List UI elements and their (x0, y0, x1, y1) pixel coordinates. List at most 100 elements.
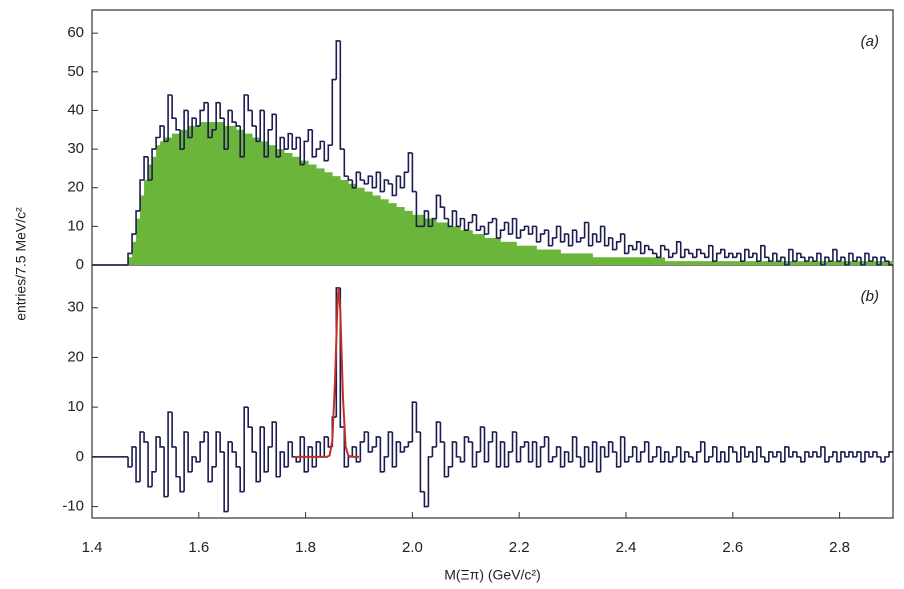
histogram-step (379, 436, 385, 473)
histogram-bar (128, 257, 133, 265)
histogram-step (619, 436, 625, 467)
histogram-bar (564, 253, 569, 265)
histogram-bar (280, 149, 285, 265)
histogram-step (399, 441, 405, 453)
histogram-step (447, 218, 453, 228)
histogram-bar (832, 261, 838, 265)
x-tick-label: 2.0 (402, 539, 423, 556)
histogram-step (551, 456, 557, 462)
histogram-step (587, 222, 593, 247)
histogram-step (355, 446, 361, 463)
x-tick-label: 2.2 (509, 539, 530, 556)
histogram-step (812, 451, 817, 457)
histogram-step (415, 402, 421, 433)
histogram-step (723, 249, 729, 259)
histogram-step (403, 171, 409, 188)
histogram-bar (292, 156, 297, 265)
histogram-step (335, 40, 341, 80)
histogram-step (199, 109, 205, 126)
histogram-step (515, 218, 521, 239)
histogram-bar (836, 261, 842, 265)
histogram-step (651, 456, 657, 462)
histogram-step (603, 226, 609, 247)
histogram-step (231, 110, 237, 123)
histogram-bar (468, 230, 473, 265)
histogram-step (563, 233, 569, 242)
histogram-step (467, 436, 473, 443)
y-tick-label: 10 (67, 398, 84, 415)
histogram-step (515, 432, 521, 463)
histogram-step (503, 441, 509, 468)
histogram-step (367, 175, 373, 184)
y-tick-label: 0 (76, 256, 84, 273)
histogram-bar (452, 226, 457, 265)
histogram-step (379, 172, 385, 193)
histogram-step (559, 446, 565, 468)
histogram-step (599, 446, 605, 472)
histogram-step (243, 94, 249, 157)
histogram-bar (656, 257, 662, 265)
histogram-step (651, 249, 657, 255)
histogram-step (435, 421, 441, 447)
histogram-bar (696, 261, 702, 265)
histogram-bar (856, 261, 862, 265)
histogram-step (788, 248, 793, 265)
histogram-step (663, 245, 669, 251)
histogram-step (491, 217, 497, 223)
histogram-step (776, 451, 781, 457)
histogram-bar (676, 261, 682, 265)
histogram-step (139, 431, 145, 482)
histogram-step (459, 456, 465, 463)
histogram-step (555, 446, 561, 457)
histogram-step (151, 148, 157, 180)
histogram-step (443, 207, 449, 220)
histogram-step (760, 446, 765, 458)
histogram-bar (788, 261, 794, 265)
histogram-bar (220, 122, 225, 265)
histogram-bar (812, 261, 818, 265)
histogram-bar (528, 245, 533, 265)
histogram-step (856, 451, 861, 457)
histogram-bar (152, 156, 157, 265)
histogram-step (551, 237, 557, 246)
histogram-step (167, 411, 173, 497)
histogram-step (319, 140, 325, 150)
histogram-bar (620, 257, 625, 265)
histogram-bar (728, 261, 734, 265)
histogram-step (447, 466, 453, 477)
histogram-bar (332, 176, 337, 265)
histogram-step (579, 237, 585, 242)
histogram-bar (304, 160, 309, 265)
histogram-step (655, 446, 661, 457)
histogram-bar (784, 261, 790, 265)
histogram-step (239, 466, 245, 493)
histogram-step (167, 94, 173, 142)
histogram-step (127, 456, 133, 468)
x-tick-label: 2.6 (722, 539, 743, 556)
histogram-step (159, 436, 165, 448)
histogram-bar (572, 253, 577, 265)
histogram-step (547, 230, 553, 247)
histogram-step (531, 441, 537, 462)
histogram-bar (424, 218, 429, 265)
histogram-step (315, 148, 321, 157)
histogram-step (163, 446, 169, 498)
histogram-step (175, 446, 181, 478)
histogram-step (223, 118, 229, 150)
histogram-step (499, 229, 505, 238)
histogram-step (247, 407, 253, 428)
histogram-step (187, 110, 193, 139)
histogram-step (475, 214, 481, 232)
histogram-step (359, 441, 365, 462)
panel-label: (a) (861, 33, 879, 50)
histogram-step (627, 456, 633, 462)
histogram-bar (672, 261, 678, 265)
x-axis-label: M(Ξπ) (GeV/c²) (444, 567, 541, 583)
histogram-step (323, 436, 329, 457)
histogram-bar (328, 172, 333, 265)
histogram-step (732, 253, 737, 259)
histogram-step (756, 446, 761, 462)
histogram-bar (252, 137, 257, 265)
histogram-step (567, 451, 573, 463)
histogram-step (295, 456, 301, 463)
